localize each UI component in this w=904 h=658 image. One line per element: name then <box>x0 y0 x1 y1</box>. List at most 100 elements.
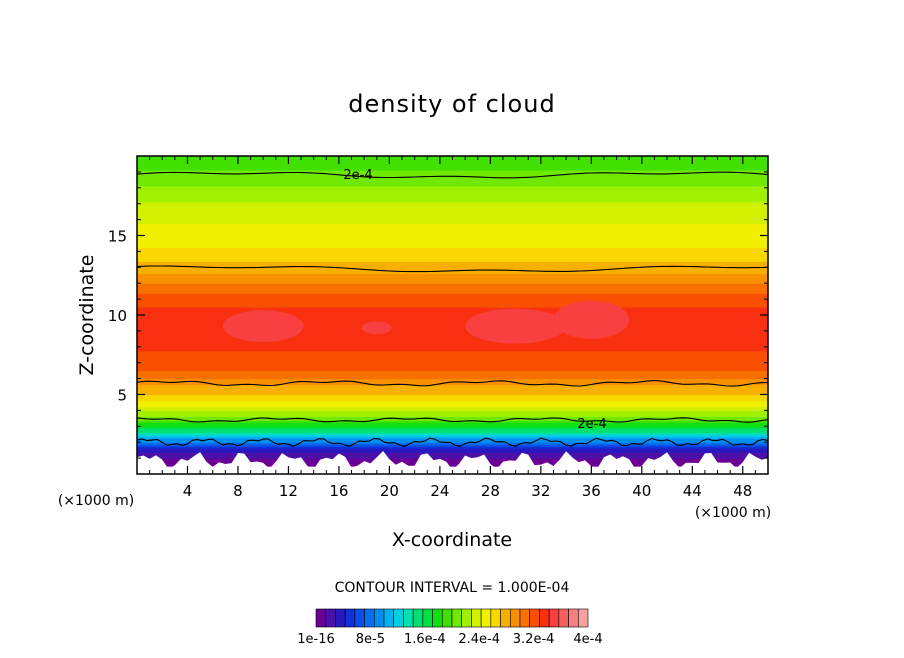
density-band <box>137 195 768 199</box>
density-band <box>137 404 768 408</box>
density-band <box>137 346 768 350</box>
colorbar-swatch <box>577 608 589 628</box>
plot-area <box>137 156 768 474</box>
density-band <box>137 301 768 304</box>
density-band <box>137 450 768 453</box>
colorbar-swatch <box>422 608 433 628</box>
density-band <box>137 295 768 298</box>
chart-title: density of cloud <box>348 90 555 118</box>
colorbar-swatch <box>393 608 404 628</box>
colorbar-swatch <box>568 608 579 628</box>
colorbar-swatch <box>344 608 356 628</box>
density-band <box>137 271 768 274</box>
x-tick-label: 8 <box>233 482 243 500</box>
density-band <box>137 316 768 320</box>
density-band <box>137 324 768 328</box>
x-axis-ticks: 4 8 12 16 20 24 28 32 36 40 44 48 <box>149 156 756 500</box>
density-band <box>137 388 768 392</box>
density-band <box>137 249 768 252</box>
density-band <box>137 289 768 292</box>
colorbar-swatch <box>558 608 569 628</box>
contour-line <box>137 437 768 447</box>
density-band <box>137 307 768 310</box>
colorbar-swatch <box>461 608 472 628</box>
y-axis-ticks: 5 10 15 <box>108 171 768 459</box>
density-band <box>137 175 768 179</box>
density-band <box>137 253 768 256</box>
density-band <box>137 303 768 306</box>
density-band <box>137 205 768 209</box>
density-band <box>137 416 768 419</box>
density-band <box>137 398 768 402</box>
x-unit-label-right: (×1000 m) <box>695 505 771 521</box>
density-band <box>137 406 768 410</box>
density-band <box>137 366 768 370</box>
density-band <box>137 257 768 260</box>
colorbar-swatch <box>315 608 327 628</box>
density-band <box>137 311 768 314</box>
colorbar-swatch <box>471 608 482 628</box>
density-band <box>137 368 768 372</box>
density-band <box>137 328 768 332</box>
colorbar-label: 8e-5 <box>356 632 385 647</box>
density-band <box>137 336 768 340</box>
density-maximum-patch <box>222 310 304 343</box>
y-tick-label: 10 <box>108 307 127 325</box>
y-tick-label: 5 <box>117 387 127 405</box>
colorbar-swatch <box>509 608 521 628</box>
density-band <box>137 297 768 300</box>
density-band <box>137 191 768 195</box>
density-band <box>137 322 768 326</box>
density-band <box>137 193 768 197</box>
x-tick-label: 24 <box>430 482 449 500</box>
density-band <box>137 265 768 268</box>
density-band <box>137 281 768 284</box>
density-band <box>137 259 768 262</box>
density-band <box>137 279 768 282</box>
density-band <box>137 432 768 435</box>
density-band <box>137 422 768 425</box>
density-band <box>137 318 768 322</box>
density-band <box>137 229 768 233</box>
density-band <box>137 384 768 388</box>
density-band <box>137 217 768 221</box>
colorbar <box>315 608 589 628</box>
density-band <box>137 392 768 396</box>
density-band <box>137 185 768 189</box>
colorbar-swatch <box>403 608 414 628</box>
density-band <box>137 207 768 211</box>
density-band <box>137 424 768 427</box>
density-band <box>137 354 768 358</box>
contour-label-upper: 2e-4 <box>343 168 372 183</box>
density-band <box>137 227 768 231</box>
density-band <box>137 446 768 449</box>
density-band <box>137 169 768 173</box>
colorbar-label: 2.4e-4 <box>458 632 500 647</box>
density-band <box>137 452 768 455</box>
density-band <box>137 394 768 398</box>
contour-lines <box>137 171 768 447</box>
density-band <box>137 163 768 167</box>
density-band <box>137 344 768 348</box>
density-band <box>137 378 768 382</box>
density-band <box>137 414 768 417</box>
colorbar-swatch <box>500 608 511 628</box>
density-band <box>137 402 768 406</box>
x-tick-label: 44 <box>683 482 702 500</box>
density-band <box>137 165 768 169</box>
x-tick-label: 28 <box>481 482 500 500</box>
density-band <box>137 277 768 280</box>
density-band <box>137 241 768 245</box>
density-band <box>137 239 768 243</box>
density-band <box>137 440 768 443</box>
density-band <box>137 209 768 213</box>
colorbar-swatch <box>441 608 453 628</box>
density-band <box>137 338 768 342</box>
contour-line <box>137 265 768 273</box>
density-band <box>137 444 768 447</box>
density-band <box>137 225 768 229</box>
density-band <box>137 283 768 286</box>
contour-line <box>137 380 768 387</box>
colorbar-swatch <box>325 608 336 628</box>
